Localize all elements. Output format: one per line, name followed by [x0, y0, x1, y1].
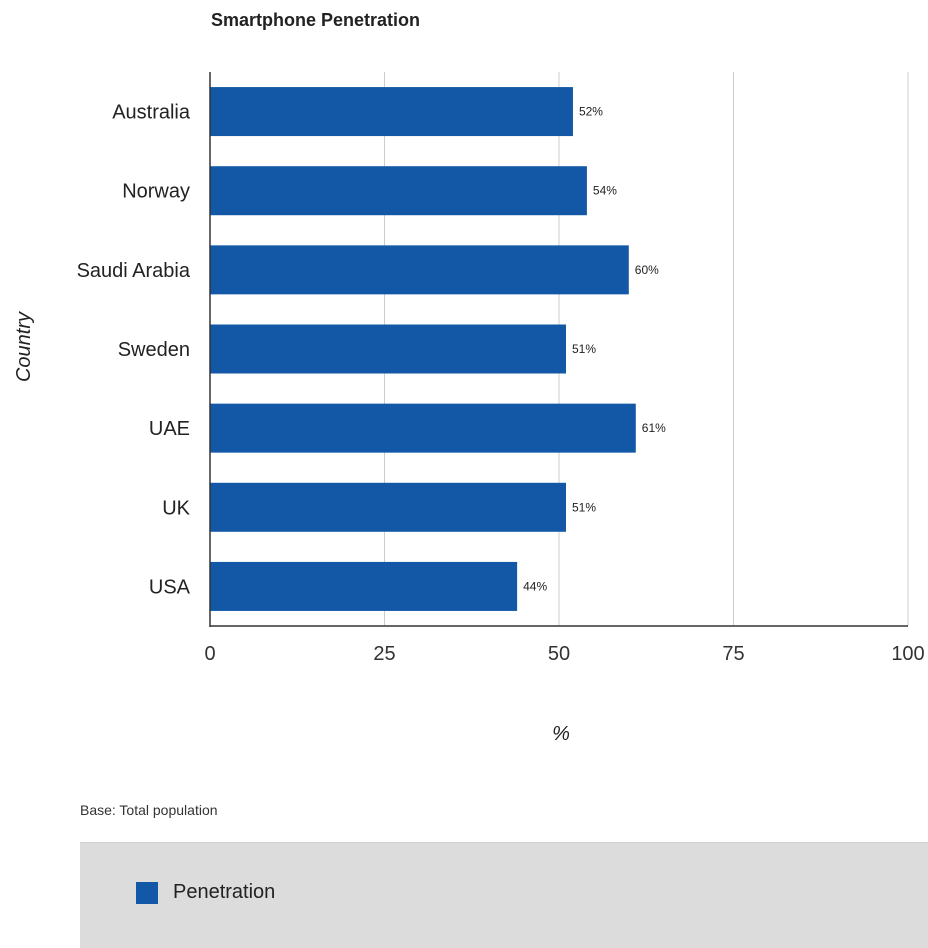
x-axis-title: %: [552, 723, 570, 745]
category-label: Saudi Arabia: [77, 260, 191, 282]
axes: [209, 72, 908, 627]
x-tick-label: 75: [722, 643, 744, 665]
bars: [210, 87, 636, 611]
data-label: 51%: [572, 342, 596, 356]
bar: [210, 403, 636, 453]
x-tick-label: 100: [891, 643, 924, 665]
data-label: 44%: [523, 579, 547, 593]
bar: [210, 245, 629, 295]
category-label: UAE: [149, 418, 190, 440]
category-label: Australia: [112, 102, 191, 124]
bar: [210, 561, 518, 611]
category-label: USA: [149, 576, 191, 598]
bar: [210, 482, 566, 532]
data-label: 60%: [635, 263, 659, 277]
data-label: 61%: [642, 421, 666, 435]
x-tick-label: 50: [548, 643, 570, 665]
category-label: Norway: [122, 181, 190, 203]
base-note: Base: Total population: [80, 802, 218, 818]
labels: 0 25 50 75 100 Australia 52% Norway 54% Saudi Ara…: [77, 102, 925, 665]
y-axis-title: Country: [13, 311, 35, 382]
legend-label: Penetration: [173, 881, 276, 903]
legend-swatch: [136, 882, 158, 904]
bar: [210, 324, 566, 374]
x-tick-label: 0: [204, 643, 215, 665]
x-tick-label: 25: [373, 643, 395, 665]
bar-chart: 0 25 50 75 100 Australia 52% Norway 54% Saudi Ara…: [13, 72, 925, 745]
category-label: Sweden: [118, 339, 190, 361]
legend: Penetration: [80, 842, 928, 948]
bar: [210, 166, 587, 216]
chart-title: Smartphone Penetration: [211, 10, 421, 30]
bar: [210, 87, 573, 137]
category-label: UK: [162, 497, 190, 519]
data-label: 51%: [572, 500, 596, 514]
data-label: 54%: [593, 184, 617, 198]
data-label: 52%: [579, 105, 603, 119]
